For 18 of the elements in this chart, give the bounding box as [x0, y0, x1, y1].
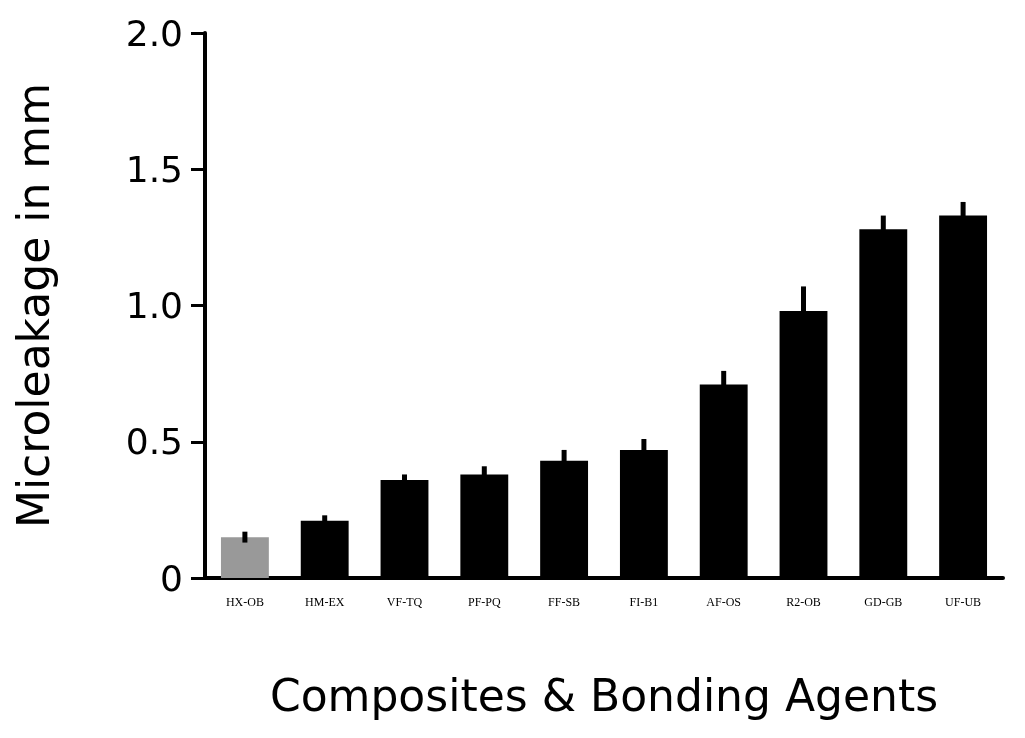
- x-tick-label: HX-OB: [225, 595, 264, 609]
- x-tick-label: PF-PQ: [467, 595, 501, 609]
- x-tick-label: HM-EX: [305, 595, 345, 609]
- x-axis-title: Composites & Bonding Agents: [269, 669, 939, 721]
- y-tick-label: 0: [160, 557, 183, 599]
- y-tick-label: 0.5: [125, 421, 183, 463]
- x-tick-label: R2-OB: [786, 595, 821, 609]
- x-tick-label: FF-SB: [548, 595, 581, 609]
- y-axis-title: Microleakage in mm: [7, 82, 59, 529]
- y-tick-label: 2.0: [125, 12, 183, 54]
- y-tick-label: 1.5: [125, 148, 183, 190]
- x-tick-label: VF-TQ: [386, 595, 423, 609]
- y-tick-label: 1.0: [125, 285, 183, 326]
- bar: [220, 537, 269, 578]
- x-tick-label: GD-GB: [864, 595, 903, 609]
- x-tick-label: AF-OS: [706, 595, 742, 609]
- x-tick-label: FI-B1: [629, 595, 659, 609]
- x-tick-label: UF-UB: [945, 595, 982, 609]
